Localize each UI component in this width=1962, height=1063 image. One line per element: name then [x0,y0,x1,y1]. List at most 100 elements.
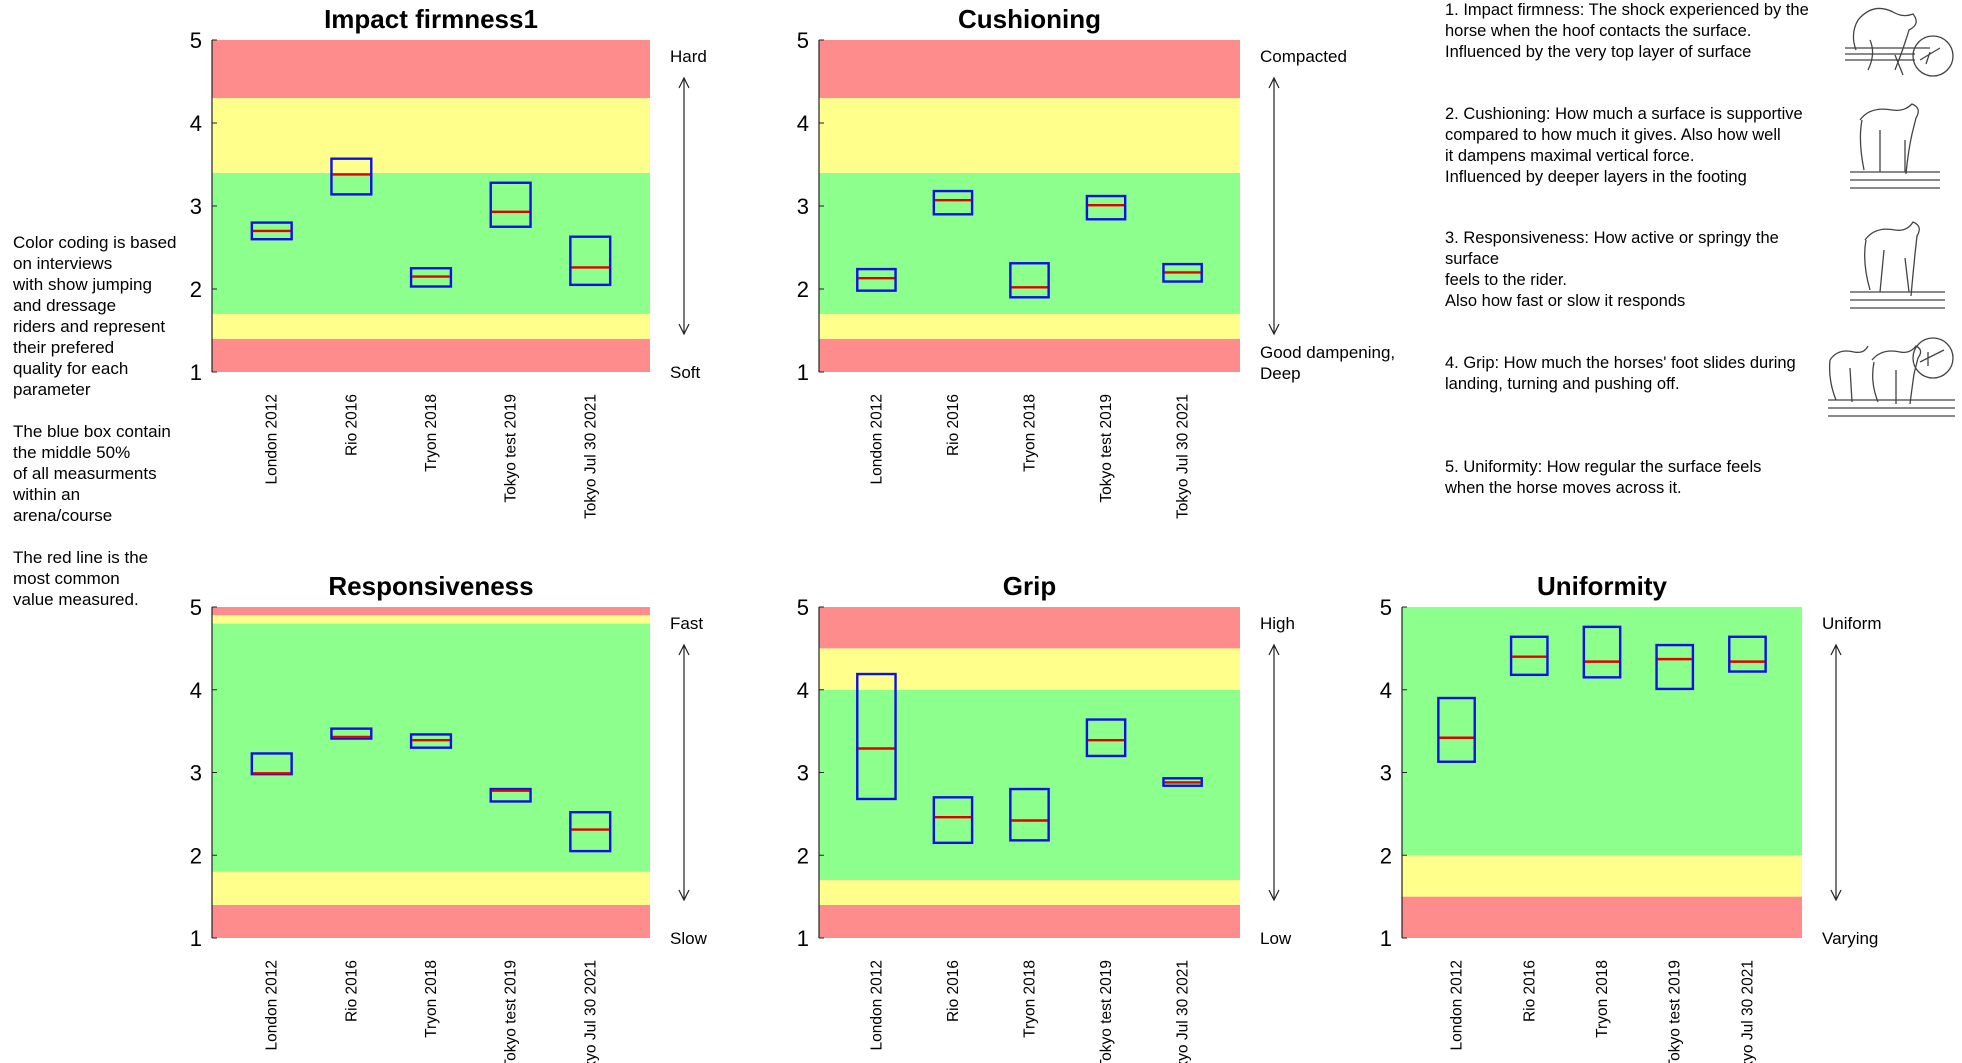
category-label: Tryon 2018 [423,960,440,1038]
chart-title: Cushioning [958,4,1101,34]
y-tick-label: 5 [797,28,809,53]
box-london-2012 [856,672,897,801]
y-tick-label: 2 [1380,843,1392,868]
box-tryon-2018 [1582,625,1622,679]
y-tick-label: 2 [190,277,202,302]
zone-yellow [212,313,650,339]
y-tick-label: 2 [190,843,202,868]
chart-title: Responsiveness [328,571,533,601]
category-label: Tokyo Jul 30 2021 [1175,394,1192,519]
category-label: Tryon 2018 [1022,960,1039,1038]
category-label: Tokyo Jul 30 2021 [582,960,599,1063]
y-tick-label: 3 [1380,761,1392,786]
category-label: Rio 2016 [1521,960,1538,1022]
bottom-scale-label: Soft [670,363,701,382]
y-tick-label: 5 [190,28,202,53]
zone-yellow [819,880,1240,905]
side-note-blue-box: The blue box contain the middle 50% of a… [13,422,171,525]
box-tokyo-jul-30-2021 [1162,777,1203,787]
top-scale-label: Uniform [1822,614,1882,633]
zone-yellow [819,648,1240,690]
category-label: Tokyo test 2019 [1098,960,1115,1063]
box-tokyo-test-2019 [489,787,532,803]
bottom-scale-label: Good dampening, Deep [1260,343,1395,383]
y-tick-label: 4 [797,111,809,136]
zone-green [212,172,650,314]
arrow-head-down [1830,889,1842,902]
box-tryon-2018 [1009,787,1050,842]
arrow-head-down [678,889,690,902]
chart-cushioning: 1 2 3 4 5 Cushioning London 2012 Rio 2016 Tryon … [797,4,1395,519]
zone-red [819,338,1240,372]
box-tokyo-jul-30-2021 [1728,635,1767,673]
y-tick-label: 3 [190,761,202,786]
arrow-head-down [1268,889,1280,902]
note-responsiveness: 3. Responsiveness: How active or springy… [1445,229,1779,310]
category-label: Tokyo test 2019 [1667,960,1684,1063]
note-grip: 4. Grip: How much the horses' foot slide… [1445,354,1796,393]
y-tick-label: 5 [797,595,809,620]
category-label: Rio 2016 [945,960,962,1022]
box-tokyo-test-2019 [1085,718,1127,758]
zone-green [1402,607,1802,856]
chart-title: Grip [1003,571,1056,601]
top-scale-label: Fast [670,614,703,633]
note-impact-firmness: 1. Impact firmness: The shock experience… [1445,1,1809,61]
zone-yellow [212,871,650,905]
box-rio-2016 [932,189,974,216]
y-tick-label: 1 [190,360,202,385]
chart-grip: 1 2 3 4 5 Grip London 2012 Rio 2016 Tryon 2018 To… [797,571,1295,1063]
category-label: Tryon 2018 [1022,394,1039,472]
category-label: Rio 2016 [343,394,360,456]
zone-yellow [212,98,650,173]
box-rio-2016 [1509,635,1549,677]
zone-red [819,904,1240,938]
category-label: Tokyo test 2019 [503,960,520,1063]
y-tick-label: 4 [797,678,809,703]
category-label: Tokyo Jul 30 2021 [1739,960,1756,1063]
box-tokyo-jul-30-2021 [569,811,612,853]
category-label: Tokyo test 2019 [503,394,520,503]
chart-impact-firmness1: 1 2 3 4 5 Impact firmness1 London 2012 Rio 2016… [190,4,707,519]
box-rio-2016 [330,727,373,740]
category-label: London 2012 [1449,960,1466,1051]
zone-red [1402,896,1802,938]
note-cushioning: 2. Cushioning: How much a surface is sup… [1445,105,1803,186]
y-tick-label: 2 [797,277,809,302]
box-tryon-2018 [409,733,453,749]
category-label: Tokyo test 2019 [1098,394,1115,503]
top-scale-label: High [1260,614,1295,633]
y-tick-label: 3 [190,194,202,219]
zone-yellow [1402,855,1802,897]
category-label: London 2012 [868,394,885,485]
bottom-scale-label: Slow [670,929,708,948]
box-london-2012 [250,221,293,241]
y-tick-label: 3 [797,761,809,786]
zone-yellow [819,313,1240,339]
side-note: Color coding is based on interviews with… [13,232,188,631]
arrow-head-up [1268,643,1280,656]
box-rio-2016 [330,157,373,196]
box-london-2012 [856,267,897,292]
box-london-2012 [1437,696,1476,763]
chart-responsiveness: 1 2 3 4 5 Responsiveness London 2012 Rio 2016 Tr… [190,571,708,1063]
category-label: Tokyo Jul 30 2021 [582,394,599,519]
y-tick-label: 1 [797,360,809,385]
arrow-head-down [1268,323,1280,336]
box-tokyo-test-2019 [1085,194,1127,221]
zone-red [819,40,1240,99]
y-tick-label: 4 [190,111,202,136]
category-label: Tryon 2018 [1594,960,1611,1038]
box-tokyo-test-2019 [1655,643,1695,691]
y-tick-label: 1 [797,926,809,951]
zone-red [212,338,650,372]
box-rio-2016 [932,796,974,845]
zone-red [212,607,650,616]
category-label: Tokyo Jul 30 2021 [1175,960,1192,1063]
zone-red [212,904,650,938]
category-label: London 2012 [868,960,885,1051]
y-tick-label: 1 [1380,926,1392,951]
box-tryon-2018 [1009,262,1050,299]
box-tokyo-test-2019 [489,181,532,228]
y-tick-label: 1 [190,926,202,951]
